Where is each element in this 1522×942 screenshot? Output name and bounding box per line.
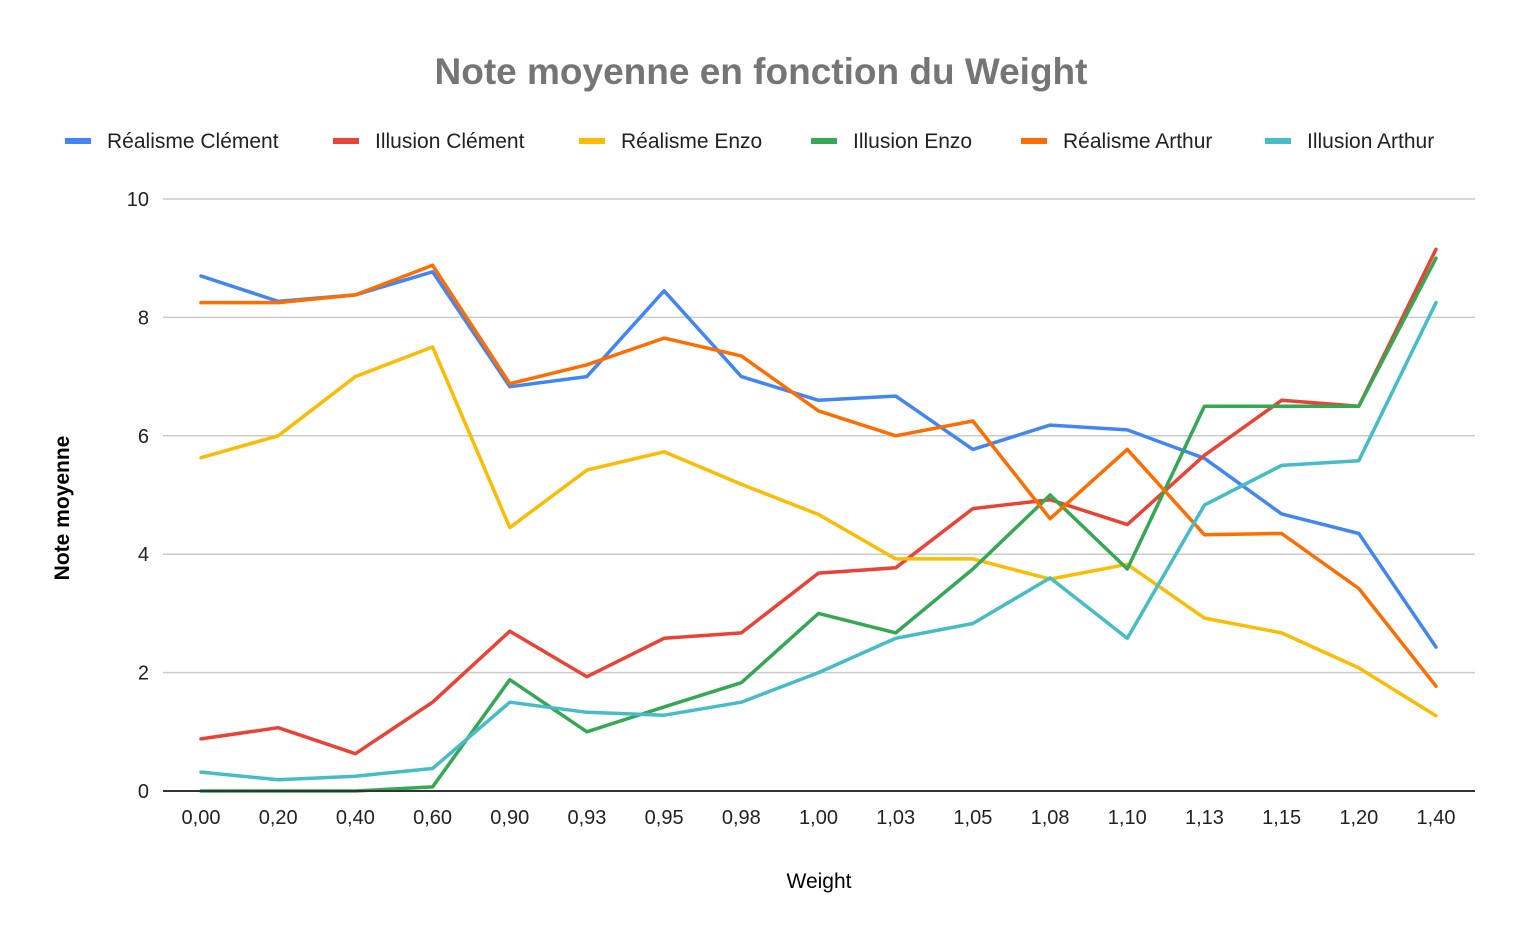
x-tick-label: 0,90	[490, 807, 529, 829]
series-lines	[199, 247, 1438, 793]
legend-label: Réalisme Arthur	[1063, 130, 1212, 153]
legend-item: Réalisme Enzo	[579, 130, 762, 153]
y-tick-label: 4	[138, 544, 149, 566]
x-tick-label: 1,05	[953, 807, 992, 829]
series-line-3	[199, 256, 1438, 793]
series-line-4	[199, 263, 1438, 688]
x-tick-label: 0,20	[259, 807, 298, 829]
x-tick-label: 1,08	[1031, 807, 1070, 829]
legend-swatch	[811, 138, 837, 144]
x-tick-label: 0,98	[722, 807, 761, 829]
series-line-2	[199, 345, 1438, 718]
legend-swatch	[1265, 138, 1291, 144]
chart-title: Note moyenne en fonction du Weight	[435, 51, 1088, 92]
legend-label: Illusion Clément	[375, 130, 525, 153]
y-tick-label: 10	[127, 189, 149, 211]
x-tick-label: 1,03	[876, 807, 915, 829]
legend-item: Illusion Enzo	[811, 130, 972, 153]
y-tick-label: 2	[138, 663, 149, 685]
legend-swatch	[579, 138, 605, 144]
series-line-1	[199, 247, 1438, 756]
legend-swatch	[65, 138, 91, 144]
series-line-5	[199, 300, 1438, 782]
x-axis-ticks: 0,00 0,20 0,40 0,60 0,90 0,93 0,95 0,98 1,00 1,03…	[182, 807, 1456, 829]
legend-item: Réalisme Clément	[65, 130, 279, 153]
x-tick-label: 0,00	[182, 807, 221, 829]
legend-label: Réalisme Enzo	[621, 130, 762, 153]
legend-label: Réalisme Clément	[107, 130, 279, 153]
legend-item: Illusion Clément	[333, 130, 525, 153]
x-tick-label: 1,20	[1339, 807, 1378, 829]
y-tick-label: 6	[138, 426, 149, 448]
legend-swatch	[1021, 138, 1047, 144]
x-tick-label: 1,40	[1417, 807, 1456, 829]
x-tick-label: 1,13	[1185, 807, 1224, 829]
x-tick-label: 1,10	[1108, 807, 1147, 829]
legend-swatch	[333, 138, 359, 144]
y-axis-label: Note moyenne	[51, 436, 74, 581]
y-axis-ticks: 0 2 4 6 8 10	[127, 189, 149, 803]
legend-item: Illusion Arthur	[1265, 130, 1434, 153]
x-tick-label: 1,15	[1262, 807, 1301, 829]
x-tick-label: 0,40	[336, 807, 375, 829]
y-tick-label: 0	[138, 781, 149, 803]
legend-item: Réalisme Arthur	[1021, 130, 1212, 153]
x-tick-label: 0,95	[645, 807, 684, 829]
legend-label: Illusion Arthur	[1307, 130, 1434, 153]
x-tick-label: 0,60	[413, 807, 452, 829]
x-tick-label: 0,93	[567, 807, 606, 829]
legend: Réalisme Clément Illusion Clément Réalisme…	[65, 130, 1434, 153]
legend-label: Illusion Enzo	[853, 130, 972, 153]
x-tick-label: 1,00	[799, 807, 838, 829]
y-tick-label: 8	[138, 307, 149, 329]
series-line-0	[199, 270, 1438, 649]
x-axis-label: Weight	[787, 870, 852, 893]
